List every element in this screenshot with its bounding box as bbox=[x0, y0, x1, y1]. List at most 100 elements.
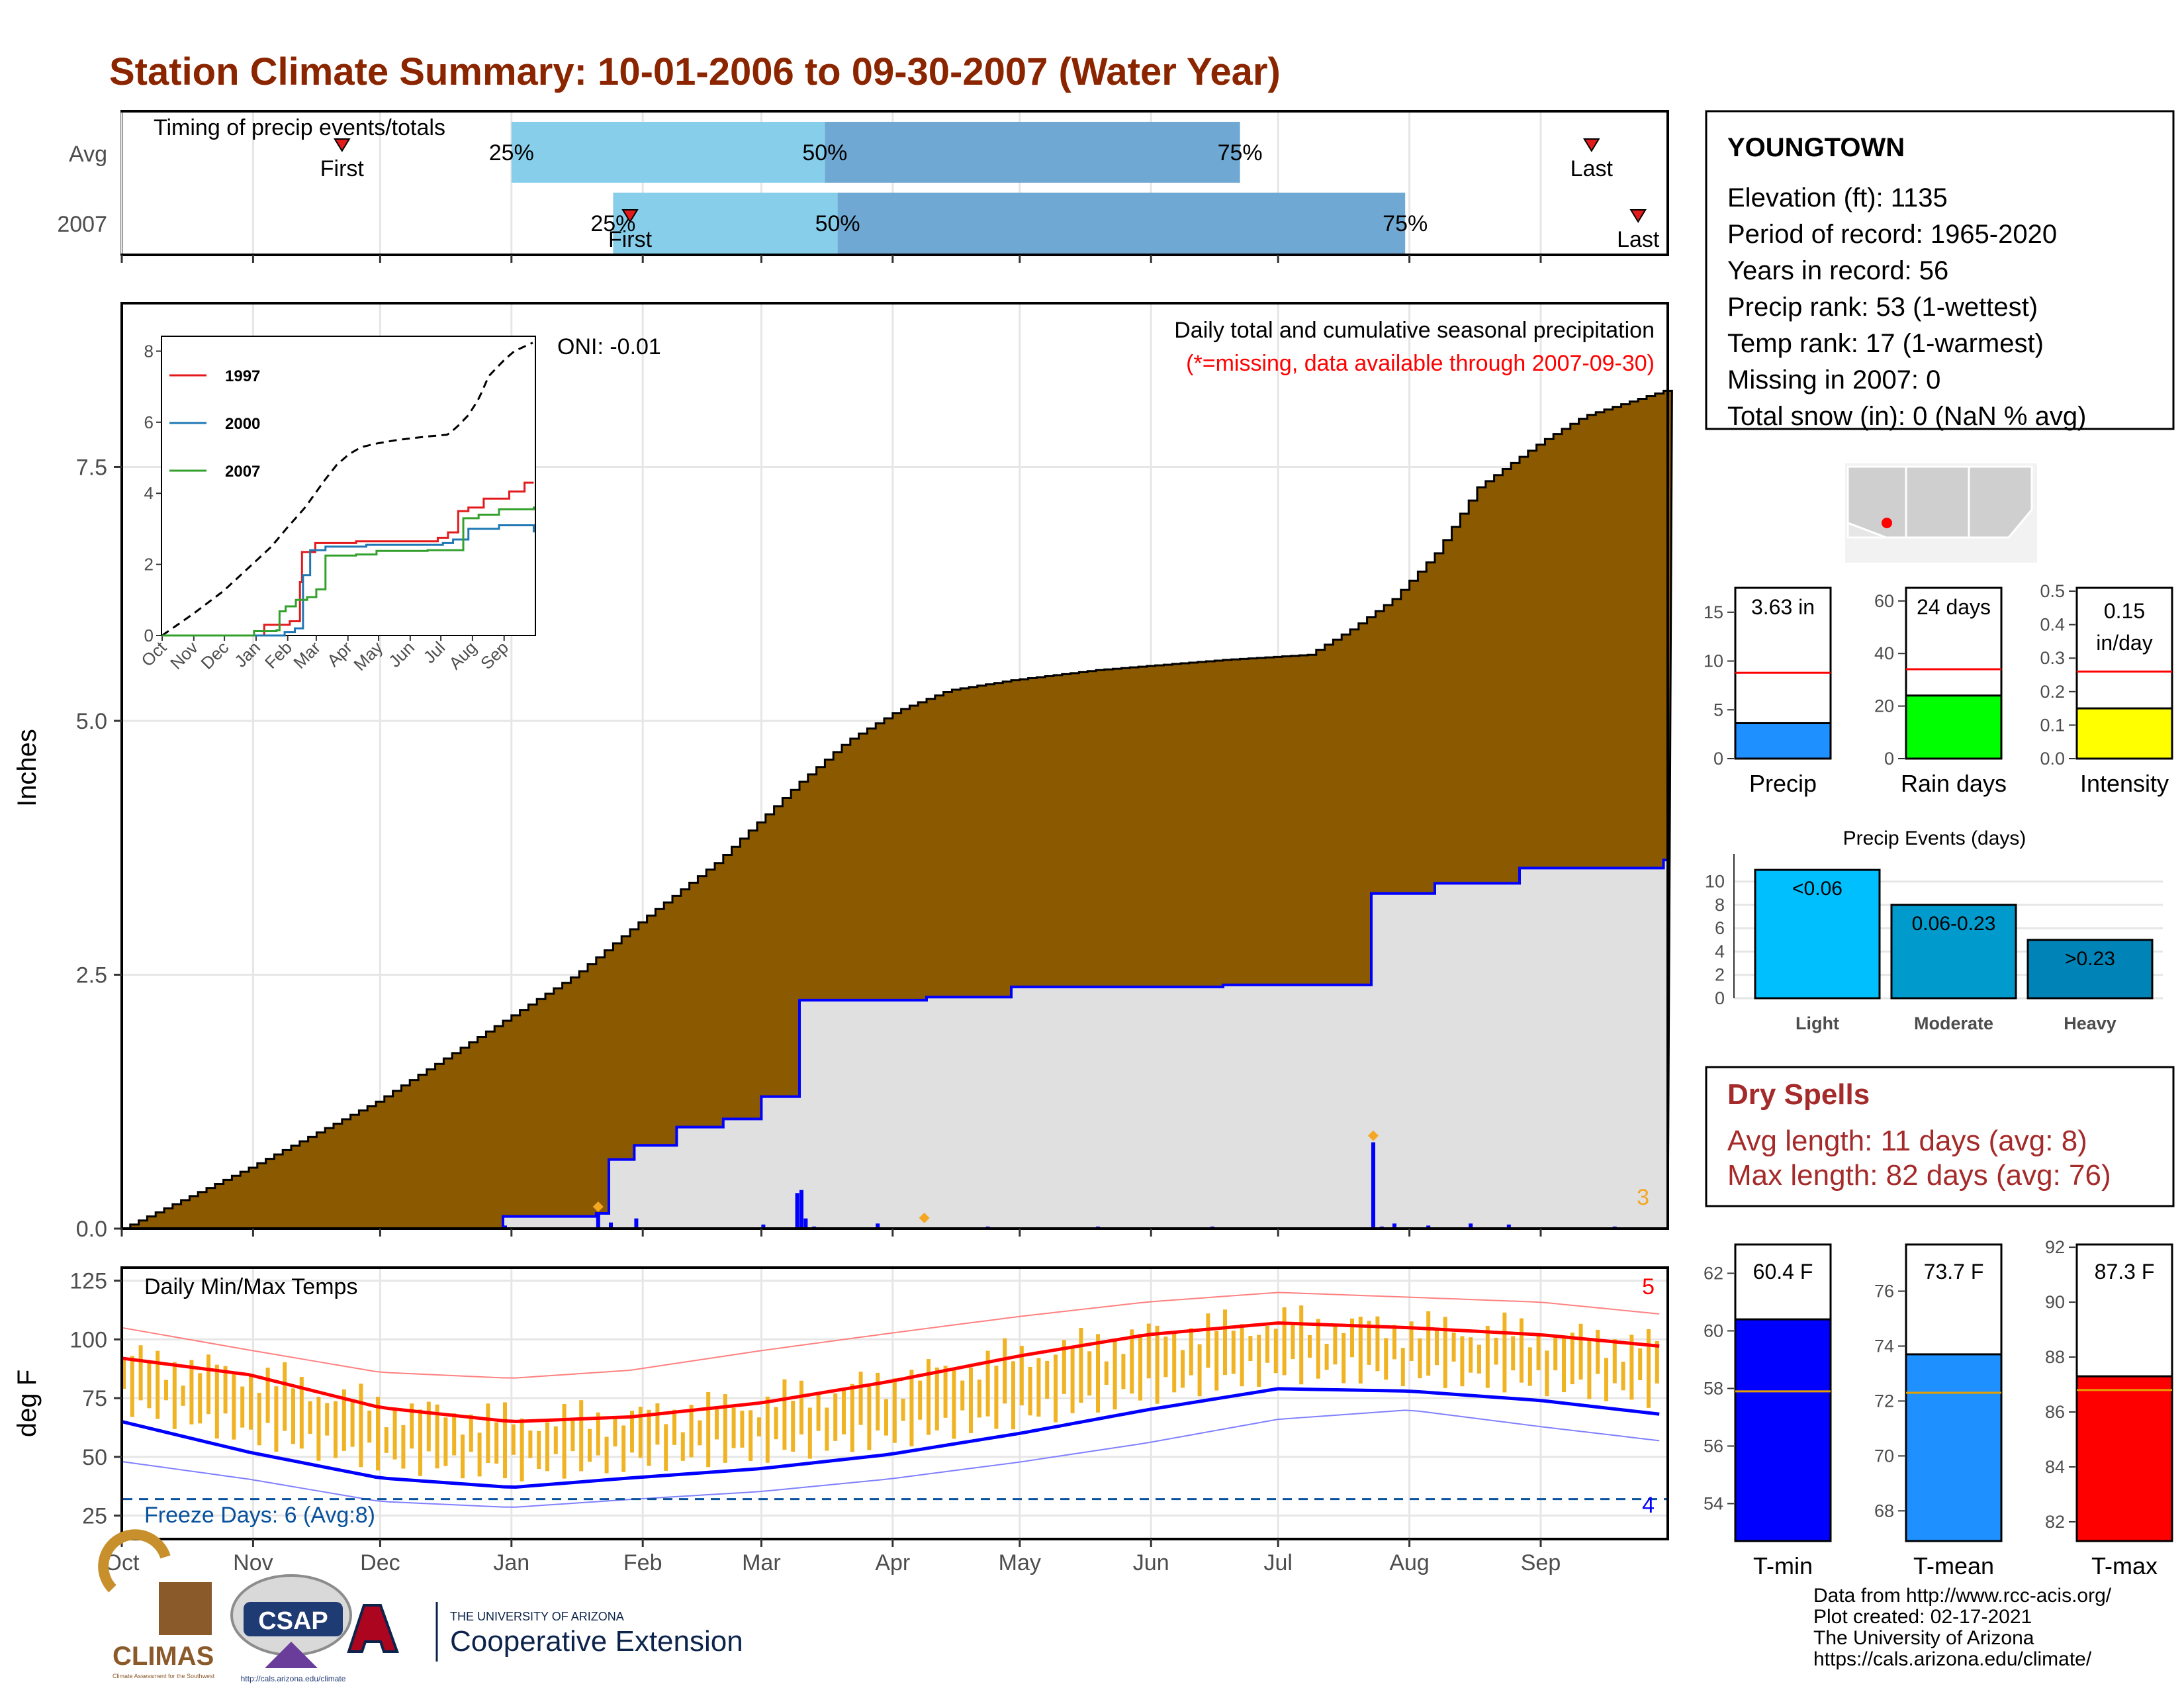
events-x-label: Moderate bbox=[1914, 1013, 1993, 1033]
temp-bar-value-label: 87.3 F bbox=[2095, 1260, 2155, 1284]
temp-daily-bar bbox=[680, 1432, 685, 1461]
temp-daily-bar bbox=[655, 1403, 660, 1445]
temp-daily-bar bbox=[257, 1393, 261, 1446]
precip-daily-bar bbox=[634, 1218, 639, 1229]
timing-p25-label: 25% bbox=[489, 140, 534, 165]
temp-daily-bar bbox=[461, 1434, 465, 1479]
temp-daily-bar bbox=[1443, 1317, 1447, 1388]
temp-daily-bar bbox=[782, 1379, 787, 1450]
temp-daily-bar bbox=[1113, 1338, 1117, 1410]
page-title: Station Climate Summary: 10-01-2006 to 0… bbox=[109, 50, 1281, 93]
summary-bar-tick-label: 0.1 bbox=[2040, 715, 2065, 735]
temp-daily-bar bbox=[1527, 1347, 1532, 1386]
temp-daily-bar bbox=[392, 1407, 397, 1460]
temp-daily-bar bbox=[181, 1385, 185, 1406]
temp-daily-bar bbox=[1367, 1321, 1371, 1365]
temp-series bbox=[121, 1291, 1666, 1508]
temp-daily-bar bbox=[1214, 1331, 1219, 1391]
temp-daily-bar bbox=[816, 1393, 821, 1431]
temp-daily-bar bbox=[1138, 1333, 1142, 1401]
summary-bar-value-label: 3.63 in bbox=[1751, 595, 1815, 619]
temp-daily-bar bbox=[892, 1378, 897, 1443]
summary-bar-intensity bbox=[2075, 707, 2173, 760]
temp-daily-bar bbox=[1316, 1319, 1320, 1379]
temp-daily-bar bbox=[1460, 1336, 1465, 1387]
temp-daily-bar bbox=[1146, 1323, 1151, 1379]
temp-daily-bar bbox=[265, 1368, 270, 1423]
temp-daily-bar bbox=[214, 1364, 219, 1439]
month-tick-label: Mar bbox=[742, 1550, 781, 1575]
events-bar-moderate bbox=[1890, 904, 2017, 1000]
temp-daily-bar bbox=[206, 1354, 210, 1415]
temp-daily-bar bbox=[138, 1345, 143, 1401]
temp-daily-bar bbox=[833, 1393, 838, 1441]
temp-bar-t-mean bbox=[1905, 1353, 2003, 1542]
temp-daily-bar bbox=[579, 1400, 584, 1472]
temp-daily-bar bbox=[376, 1397, 380, 1471]
temp-daily-bar bbox=[384, 1427, 388, 1453]
temp-y-tick-label: 50 bbox=[82, 1445, 107, 1470]
temp-daily-bar bbox=[1578, 1323, 1583, 1380]
temp-daily-bar bbox=[367, 1410, 372, 1443]
temp-daily-bar bbox=[401, 1425, 406, 1469]
temp-daily-bar bbox=[1265, 1325, 1269, 1363]
summary-bar-tick-label: 0 bbox=[1884, 749, 1894, 769]
precip-observed-cumulative-line bbox=[122, 859, 1668, 1230]
temp-daily-bar bbox=[1629, 1335, 1634, 1400]
temp-daily-bar bbox=[325, 1403, 330, 1436]
summary-bar-value-unit: in/day bbox=[2096, 631, 2152, 655]
summary-bar-precip bbox=[1734, 722, 1832, 760]
ua-a-logo-icon bbox=[347, 1604, 399, 1653]
temp-daily-bar bbox=[1240, 1324, 1244, 1387]
temp-daily-bar bbox=[1189, 1328, 1193, 1376]
temp-daily-bar bbox=[1511, 1336, 1516, 1371]
station-info-box: YOUNGTOWN Elevation (ft): 1135 Period of… bbox=[1705, 110, 2175, 431]
temp-daily-bar bbox=[189, 1360, 194, 1425]
summary-bar-axis-label: Rain days bbox=[1901, 770, 2007, 797]
temp-bar-t-max bbox=[2075, 1375, 2173, 1542]
inset-y-tick-label: 8 bbox=[144, 341, 154, 361]
summary-bar-rain-days bbox=[1905, 694, 2003, 760]
temp-daily-bar bbox=[1155, 1325, 1160, 1404]
temp-daily-bar bbox=[350, 1399, 355, 1447]
temp-daily-bar bbox=[876, 1372, 880, 1430]
temp-bar-tick-label: 82 bbox=[2045, 1512, 2065, 1532]
temp-daily-bar bbox=[596, 1412, 600, 1456]
timing-first-marker bbox=[334, 138, 351, 152]
events-y-tick-label: 4 bbox=[1715, 941, 1725, 961]
temp-daily-bar bbox=[1028, 1366, 1032, 1416]
temp-daily-bar bbox=[1121, 1354, 1126, 1389]
temp-daily-bar bbox=[689, 1405, 694, 1458]
temp-daily-bar bbox=[1036, 1358, 1041, 1417]
temp-daily-bar bbox=[1130, 1329, 1134, 1394]
temp-daily-bar bbox=[884, 1399, 888, 1436]
timing-first-marker bbox=[621, 209, 639, 223]
university-logo: THE UNIVERSITY OF ARIZONA Cooperative Ex… bbox=[347, 1602, 743, 1662]
temp-daily-bar bbox=[528, 1430, 533, 1458]
temp-daily-bar bbox=[503, 1402, 507, 1479]
temp-y-axis: 25 50 75 100 125 bbox=[69, 1269, 122, 1529]
precip-y-axis: 0.0 2.5 5.0 7.5 bbox=[76, 455, 1542, 1242]
temp-daily-bar bbox=[341, 1389, 346, 1451]
precip-daily-bar bbox=[503, 1225, 507, 1229]
temp-daily-bar bbox=[698, 1420, 702, 1446]
temp-daily-bar bbox=[1545, 1350, 1549, 1397]
temp-daily-bar bbox=[749, 1410, 753, 1461]
temp-daily-bar bbox=[1096, 1334, 1100, 1413]
temp-record-high-line bbox=[121, 1291, 1660, 1379]
inset-y-tick-label: 2 bbox=[144, 555, 154, 575]
footer-url: https://cals.arizona.edu/climate/ bbox=[1813, 1648, 2092, 1670]
temp-daily-bar bbox=[1570, 1333, 1574, 1385]
inset-line-2000 bbox=[162, 524, 535, 637]
temp-daily-bar bbox=[1392, 1325, 1396, 1360]
climas-logo-subtitle: Climate Assessment for the Southwest bbox=[113, 1673, 215, 1679]
temp-daily-bar bbox=[1019, 1346, 1024, 1406]
temp-daily-bar bbox=[1011, 1361, 1015, 1430]
summary-bars: 0 5 10 15 3.63 in Precip 0 20 40 60 24 days Rain da… bbox=[1704, 581, 2173, 797]
temp-daily-bar bbox=[909, 1370, 914, 1446]
summary-bar-tick-label: 40 bbox=[1874, 643, 1894, 663]
temp-ylabel: deg F bbox=[13, 1370, 42, 1437]
map-region-mexico bbox=[1846, 521, 1887, 539]
